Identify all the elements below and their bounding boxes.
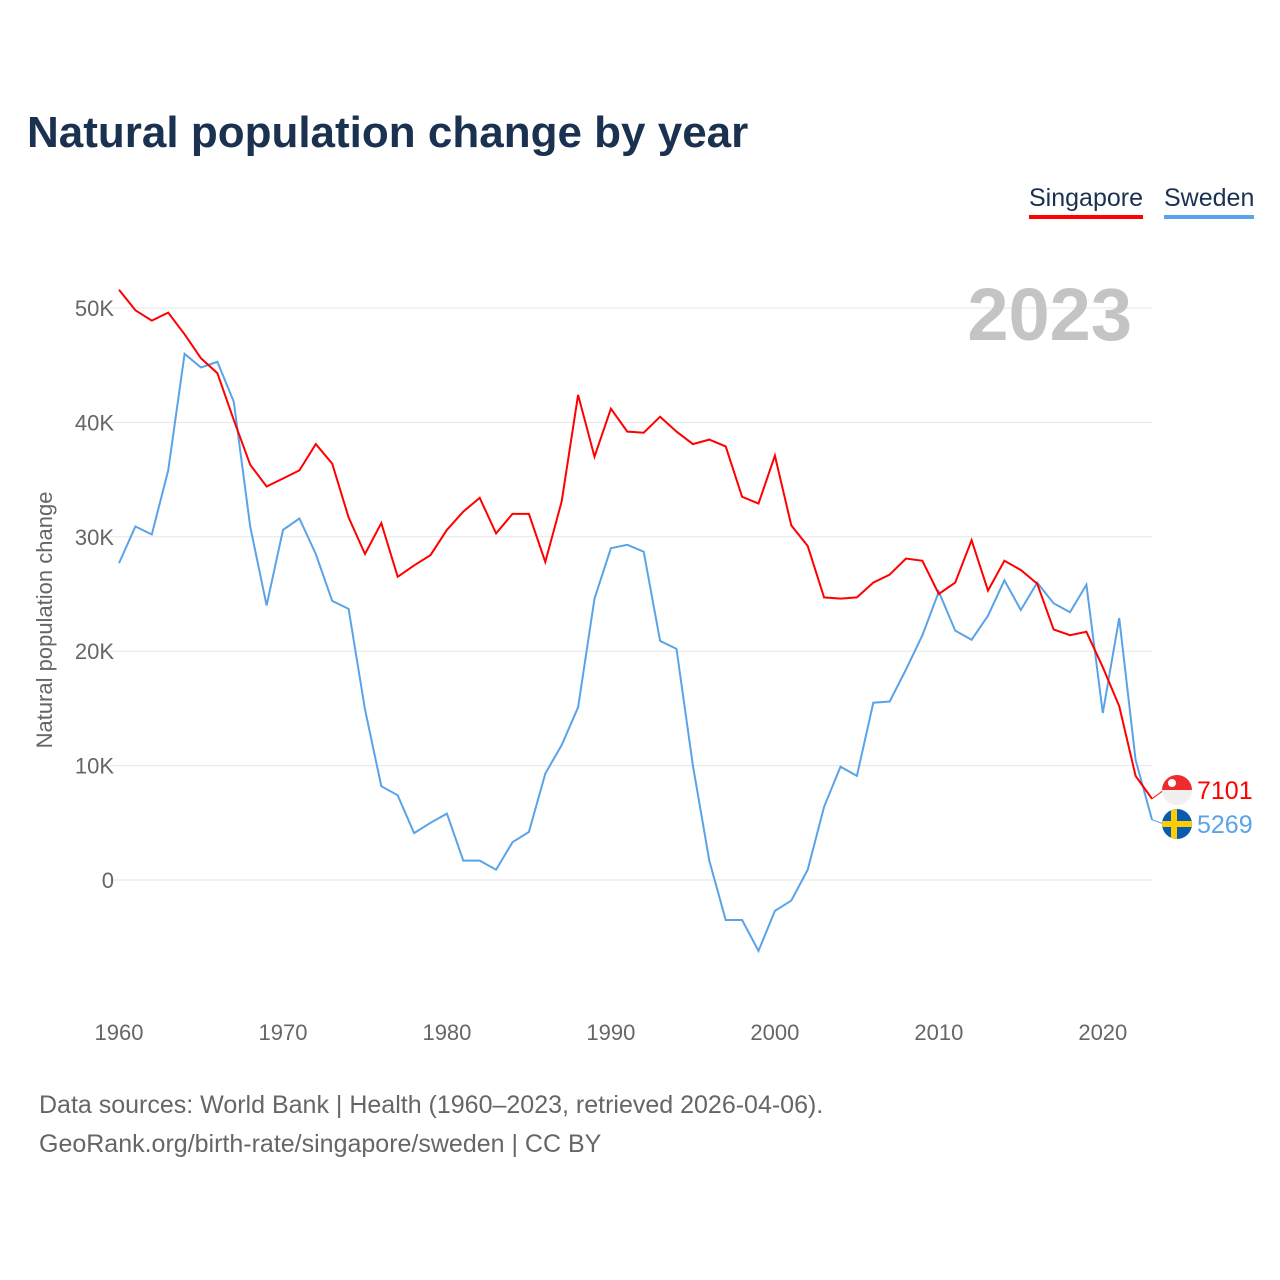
footer-link[interactable]: GeoRank.org/birth-rate/singapore/sweden … (39, 1130, 602, 1158)
x-tick-label: 1990 (586, 1020, 635, 1045)
chart-title: Natural population change by year (27, 108, 749, 157)
y-tick-label: 40K (75, 410, 114, 435)
end-value-singapore: 7101 (1197, 777, 1253, 805)
y-tick-label: 0 (102, 868, 114, 893)
singapore-flag-icon (1162, 775, 1192, 805)
end-connector (1151, 789, 1165, 800)
legend-sweden[interactable]: Sweden (1164, 184, 1255, 219)
x-tick-label: 2020 (1078, 1020, 1127, 1045)
y-tick-label: 10K (75, 754, 114, 779)
end-value-sweden: 5269 (1197, 811, 1253, 839)
sweden-flag-icon (1162, 809, 1192, 839)
x-tick-label: 1960 (95, 1020, 144, 1045)
legend-singapore[interactable]: Singapore (1029, 184, 1143, 219)
series-line-sweden (118, 351, 1153, 954)
footer: Data sources: World Bank | Health (1960–… (39, 1086, 823, 1164)
y-tick-label: 30K (75, 525, 114, 550)
y-tick-label: 20K (75, 639, 114, 664)
x-tick-label: 2000 (750, 1020, 799, 1045)
footer-sources: Data sources: World Bank | Health (1960–… (39, 1091, 824, 1119)
y-axis-label: Natural population change (32, 492, 57, 749)
x-tick-label: 1970 (258, 1020, 307, 1045)
y-tick-label: 50K (75, 296, 114, 321)
year-watermark: 2023 (967, 273, 1132, 356)
series-line-singapore (118, 289, 1153, 800)
end-connector (1151, 819, 1165, 825)
x-tick-label: 1980 (422, 1020, 471, 1045)
x-tick-label: 2010 (914, 1020, 963, 1045)
